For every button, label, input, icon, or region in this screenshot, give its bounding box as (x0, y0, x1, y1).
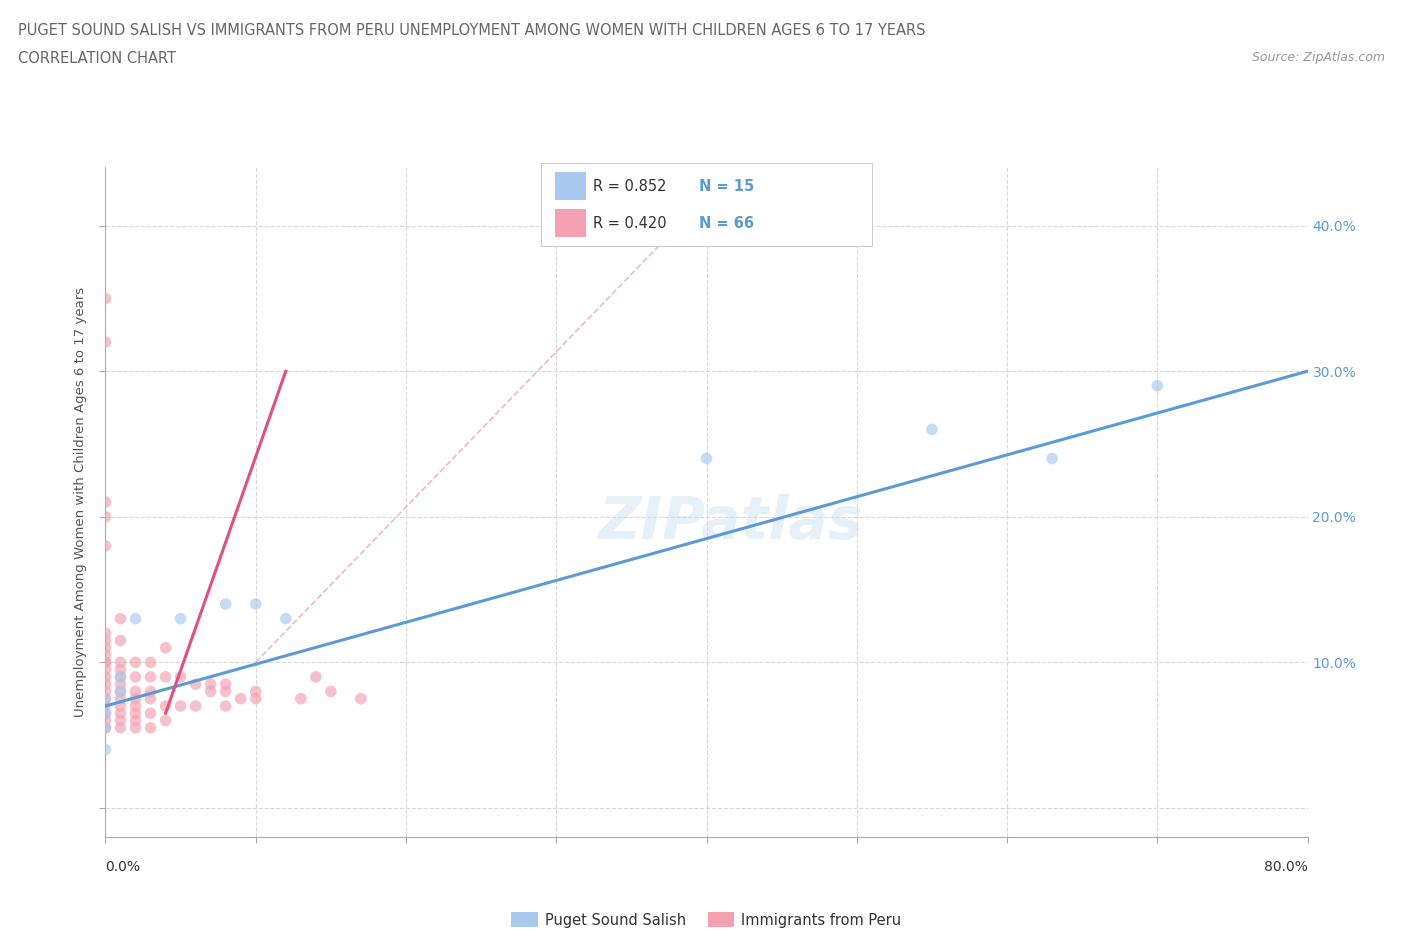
Point (139, 655, 162, 670)
Point (110, 698, 132, 713)
Point (94, 633, 117, 648)
Point (94, 335, 117, 350)
Point (1040, 451, 1063, 466)
Point (155, 641, 177, 656)
Point (139, 706, 162, 721)
Point (94, 538, 117, 553)
Point (94, 647, 117, 662)
Point (110, 611, 132, 626)
Point (184, 677, 207, 692)
Text: N = 66: N = 66 (699, 216, 754, 231)
Point (139, 670, 162, 684)
Point (921, 422, 943, 437)
Point (94, 684, 117, 698)
Point (94, 291, 117, 306)
Point (124, 684, 146, 698)
Point (245, 691, 267, 706)
Point (290, 691, 312, 706)
Point (124, 721, 146, 736)
Text: PUGET SOUND SALISH VS IMMIGRANTS FROM PERU UNEMPLOYMENT AMONG WOMEN WITH CHILDRE: PUGET SOUND SALISH VS IMMIGRANTS FROM PE… (18, 23, 925, 38)
Point (94, 706, 117, 721)
Point (169, 670, 191, 684)
Point (94, 691, 117, 706)
Point (124, 706, 146, 721)
Text: Source: ZipAtlas.com: Source: ZipAtlas.com (1251, 51, 1385, 64)
Point (124, 655, 146, 670)
Point (214, 677, 236, 692)
Text: CORRELATION CHART: CORRELATION CHART (18, 51, 176, 66)
Point (169, 611, 191, 626)
Point (696, 451, 718, 466)
Point (110, 706, 132, 721)
Point (155, 698, 177, 713)
Point (124, 611, 146, 626)
Point (94, 655, 117, 670)
Point (139, 691, 162, 706)
Point (305, 670, 328, 684)
Point (110, 691, 132, 706)
Point (214, 597, 236, 612)
Point (200, 677, 222, 692)
Point (110, 662, 132, 677)
Text: N = 15: N = 15 (699, 179, 754, 193)
Point (94, 662, 117, 677)
Point (94, 641, 117, 656)
Point (319, 684, 342, 698)
Point (110, 655, 132, 670)
Point (214, 684, 236, 698)
Point (1146, 379, 1168, 393)
Point (94, 670, 117, 684)
Point (110, 633, 132, 648)
Text: R = 0.852: R = 0.852 (593, 179, 666, 193)
Text: 80.0%: 80.0% (1264, 860, 1308, 874)
Point (229, 691, 252, 706)
Point (274, 611, 297, 626)
Point (110, 713, 132, 728)
Point (155, 713, 177, 728)
Point (94, 677, 117, 692)
Point (110, 670, 132, 684)
Point (200, 684, 222, 698)
Point (94, 721, 117, 736)
Point (94, 706, 117, 721)
Point (94, 495, 117, 510)
Point (139, 684, 162, 698)
Point (94, 655, 117, 670)
Point (94, 698, 117, 713)
Point (110, 721, 132, 736)
Point (139, 721, 162, 736)
Point (169, 698, 191, 713)
Point (124, 691, 146, 706)
Point (245, 597, 267, 612)
Point (94, 742, 117, 757)
Point (124, 670, 146, 684)
Text: ZIPatlas: ZIPatlas (599, 494, 863, 551)
Point (214, 698, 236, 713)
Point (155, 670, 177, 684)
Legend: Puget Sound Salish, Immigrants from Peru: Puget Sound Salish, Immigrants from Peru (506, 907, 907, 930)
Point (94, 713, 117, 728)
Point (184, 698, 207, 713)
Point (110, 684, 132, 698)
Y-axis label: Unemployment Among Women with Children Ages 6 to 17 years: Unemployment Among Women with Children A… (73, 287, 87, 717)
Point (124, 713, 146, 728)
Text: 0.0%: 0.0% (105, 860, 141, 874)
Point (94, 626, 117, 641)
Point (110, 670, 132, 684)
Point (245, 684, 267, 698)
Point (350, 691, 373, 706)
Point (110, 677, 132, 692)
Point (124, 698, 146, 713)
Point (94, 691, 117, 706)
Point (94, 510, 117, 525)
Point (110, 684, 132, 698)
Point (94, 721, 117, 736)
Text: R = 0.420: R = 0.420 (593, 216, 666, 231)
